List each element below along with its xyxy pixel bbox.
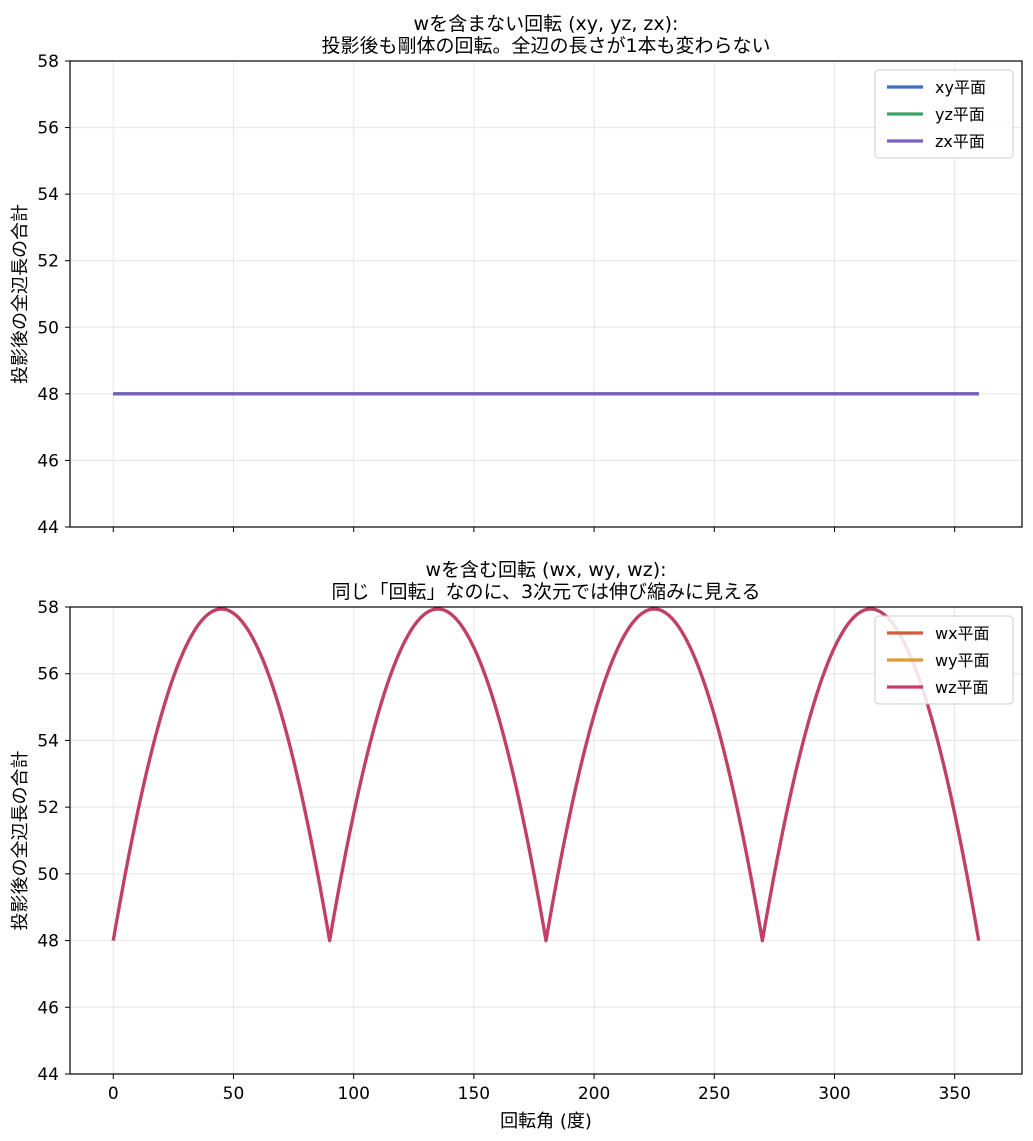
x-tick-label: 100 [337,1084,369,1104]
y-tick-label: 50 [37,865,59,885]
legend-box [874,69,1014,159]
x-tick-label: 250 [698,1084,730,1104]
y-tick-label: 48 [37,385,59,405]
legend: xy平面 yz平面 zx平面 [874,69,1014,159]
y-tick-label: 52 [37,252,59,272]
chart-title-line1: wを含まない回転 (xy, yz, zx): [414,13,679,35]
y-tick-label: 58 [37,598,59,618]
x-tick-label: 300 [818,1084,850,1104]
y-tick-label: 54 [37,731,59,751]
y-tick-label: 46 [37,998,59,1018]
legend-entry: xy平面 [935,78,986,97]
plot-frame [69,60,1023,528]
legend-entry: wx平面 [935,624,990,643]
y-tick-label: 48 [37,932,59,952]
x-tick-label: 350 [938,1084,970,1104]
y-axis-label: 投影後の全辺長の合計 [10,204,31,384]
x-tick-label: 150 [458,1084,490,1104]
plot-frame [69,606,1023,1075]
legend-box [874,615,1014,705]
legend-entry: wy平面 [935,651,990,670]
x-tick-label: 50 [223,1084,245,1104]
y-axis-label: 投影後の全辺長の合計 [10,751,31,931]
chart-title-line2: 同じ「回転」なのに、3次元では伸び縮みに見える [332,581,761,603]
series-line-wy平面 [111,607,981,943]
y-tick-label: 56 [37,665,59,685]
x-tick-label: 0 [108,1084,119,1104]
y-tick-label: 56 [37,119,59,139]
y-tick-label: 44 [37,1065,59,1085]
legend-entry: yz平面 [935,105,985,124]
chart-title-line1: wを含む回転 (wx, wy, wz): [425,559,666,581]
legend: wx平面 wy平面 wz平面 [874,615,1014,705]
series-line-wz平面 [111,607,981,943]
x-tick-label: 200 [578,1084,610,1104]
chart-panel-2: 44 46 48 50 52 54 56 58 0 50 100 150 200 250 300 350 wを含… [10,559,1023,1132]
y-tick-label: 46 [37,451,59,471]
x-axis-label: 回転角 (度) [500,1111,592,1132]
y-tick-label: 52 [37,798,59,818]
y-tick-label: 50 [37,318,59,338]
y-tick-label: 58 [37,52,59,72]
y-tick-label: 54 [37,185,59,205]
chart-title-line2: 投影後も剛体の回転。全辺の長さが1本も変わらない [321,35,770,57]
legend-entry: zx平面 [935,132,985,151]
legend-entry: wz平面 [935,678,989,697]
y-tick-label: 44 [37,518,59,538]
series-line-wx平面 [111,607,981,943]
